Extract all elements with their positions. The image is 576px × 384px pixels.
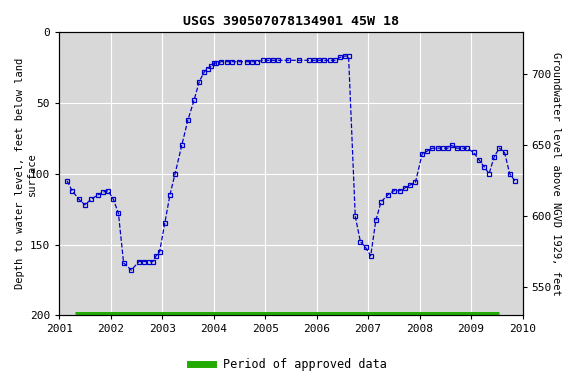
Title: USGS 390507078134901 45W 18: USGS 390507078134901 45W 18 (183, 15, 399, 28)
Y-axis label: Depth to water level, feet below land
surface: Depth to water level, feet below land su… (15, 58, 37, 289)
Legend: Period of approved data: Period of approved data (185, 354, 391, 376)
Y-axis label: Groundwater level above NGVD 1929, feet: Groundwater level above NGVD 1929, feet (551, 52, 561, 296)
